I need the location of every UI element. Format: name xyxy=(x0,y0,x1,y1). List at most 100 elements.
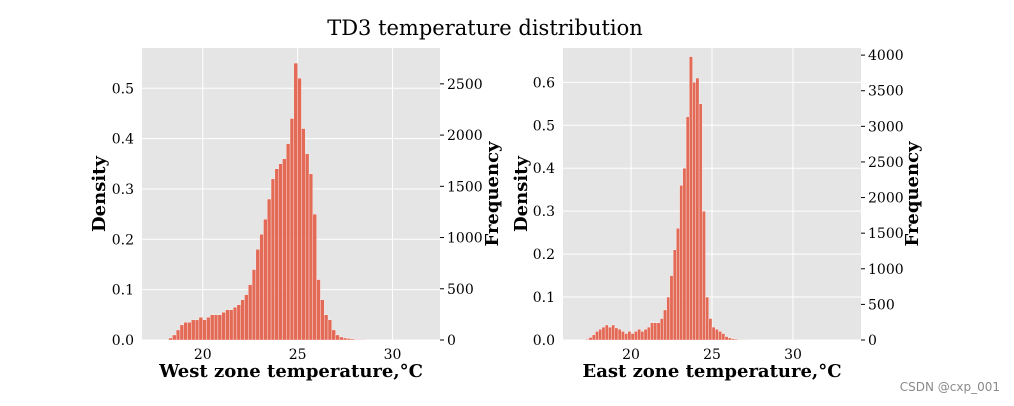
histogram-bar xyxy=(350,338,355,341)
histogram-bar xyxy=(630,333,635,341)
histogram-bar xyxy=(232,307,238,341)
west-zone-histogram: 20 25 30 0.0 0.1 0.2 0.3 0.4 0.5 0 500 1000 1500 2000… xyxy=(89,48,503,382)
right-y-tick-label: 1000 xyxy=(868,262,904,278)
histogram-bar xyxy=(270,178,276,341)
histogram-bar xyxy=(708,318,713,341)
y-tick-label: 0.1 xyxy=(112,283,134,299)
right-y-tick-label: 3000 xyxy=(868,119,904,135)
histogram-bar xyxy=(297,78,302,341)
histogram-bar xyxy=(175,329,181,341)
histogram-bar xyxy=(168,337,173,341)
right-y-axis-label: Frequency xyxy=(902,141,923,247)
histogram-bar xyxy=(225,309,230,341)
right-y-tick-label: 4000 xyxy=(868,48,904,64)
histogram-bar xyxy=(274,168,279,341)
histogram-bar xyxy=(669,275,674,341)
histogram-bar xyxy=(702,211,706,341)
histogram-bar xyxy=(585,338,590,341)
histogram-bar xyxy=(183,322,188,341)
histogram-bar xyxy=(728,337,732,341)
histogram-bar xyxy=(354,339,359,341)
histogram-bar xyxy=(595,331,599,341)
histogram-bar xyxy=(187,322,192,341)
histogram-bar xyxy=(346,338,351,341)
y-tick-label: 0.0 xyxy=(112,333,134,349)
histogram-bar xyxy=(308,173,314,341)
x-tick-label: 25 xyxy=(703,347,721,363)
histogram-bar xyxy=(724,336,729,341)
histogram-bar xyxy=(624,333,628,341)
histogram-bar xyxy=(213,314,219,341)
histogram-bar xyxy=(286,143,291,341)
histogram-bar xyxy=(255,249,260,341)
y-axis-label: Density xyxy=(511,156,532,232)
histogram-bar xyxy=(229,309,234,341)
histogram-bar xyxy=(611,324,616,341)
histogram-bar xyxy=(339,336,344,341)
histogram-bar xyxy=(312,213,317,341)
histogram-bar xyxy=(588,337,593,341)
histogram-bar xyxy=(711,326,716,341)
histogram-bar xyxy=(244,294,249,341)
y-axis-label: Density xyxy=(89,156,110,232)
x-axis-label: East zone temperature,°C xyxy=(582,361,841,382)
histogram-bar xyxy=(293,62,298,341)
y-tick-label: 0.3 xyxy=(533,204,555,220)
histogram-bar xyxy=(206,317,211,341)
histogram-bar xyxy=(650,322,654,341)
histogram-bar xyxy=(689,56,693,341)
histogram-bar xyxy=(301,128,306,341)
histogram-bar xyxy=(278,163,283,341)
y-tick-label: 0.5 xyxy=(533,118,555,134)
y-tick-label: 0.5 xyxy=(112,81,134,97)
x-tick-label: 30 xyxy=(784,347,802,363)
right-y-tick-label: 3500 xyxy=(868,84,904,100)
histogram-bar xyxy=(217,314,222,341)
histogram-bar xyxy=(263,218,268,341)
figure-title: TD3 temperature distribution xyxy=(327,16,643,40)
right-y-tick-label: 1500 xyxy=(447,179,483,195)
histogram-bar xyxy=(289,118,295,341)
histogram-bar xyxy=(202,319,207,341)
histogram-bar xyxy=(656,322,661,341)
histogram-bar xyxy=(343,337,348,341)
histogram-bar xyxy=(194,319,200,341)
histogram-bar xyxy=(305,153,310,341)
right-y-tick-label: 1500 xyxy=(868,226,904,242)
histogram-bar xyxy=(331,329,336,341)
right-y-tick-label: 2000 xyxy=(447,128,483,144)
histogram-bar xyxy=(601,326,606,341)
histogram-bar xyxy=(682,168,687,341)
y-tick-label: 0.4 xyxy=(533,161,555,177)
histogram-bar xyxy=(259,234,264,341)
histogram-bar xyxy=(672,249,677,341)
histogram-bar xyxy=(734,338,739,341)
histogram-bar xyxy=(191,319,196,341)
histogram-bar xyxy=(267,198,272,341)
right-y-tick-label: 2500 xyxy=(447,77,483,93)
histogram-bar xyxy=(598,329,603,341)
histogram-bar xyxy=(248,284,253,341)
histogram-bar xyxy=(718,331,722,341)
histogram-bar xyxy=(604,324,609,341)
histogram-bar xyxy=(210,314,215,341)
histogram-bar xyxy=(695,77,700,341)
histogram-bar xyxy=(198,317,203,341)
histogram-bar xyxy=(335,334,340,341)
histogram-bar xyxy=(666,296,671,341)
histogram-bar xyxy=(608,326,612,341)
histogram-bar xyxy=(617,329,622,341)
histogram-bar xyxy=(685,116,690,341)
y-tick-label: 0.2 xyxy=(533,247,555,263)
histogram-bar xyxy=(327,319,332,341)
watermark-text: CSDN @cxp_001 xyxy=(899,380,1000,394)
histogram-bar xyxy=(659,318,664,341)
histogram-bar xyxy=(179,324,184,341)
histogram-bar xyxy=(614,327,619,341)
right-y-tick-label: 0 xyxy=(868,333,877,349)
histogram-bar xyxy=(627,331,632,341)
histogram-bar xyxy=(731,338,735,341)
histogram-bar xyxy=(637,329,641,341)
right-y-tick-label: 1000 xyxy=(447,231,483,247)
